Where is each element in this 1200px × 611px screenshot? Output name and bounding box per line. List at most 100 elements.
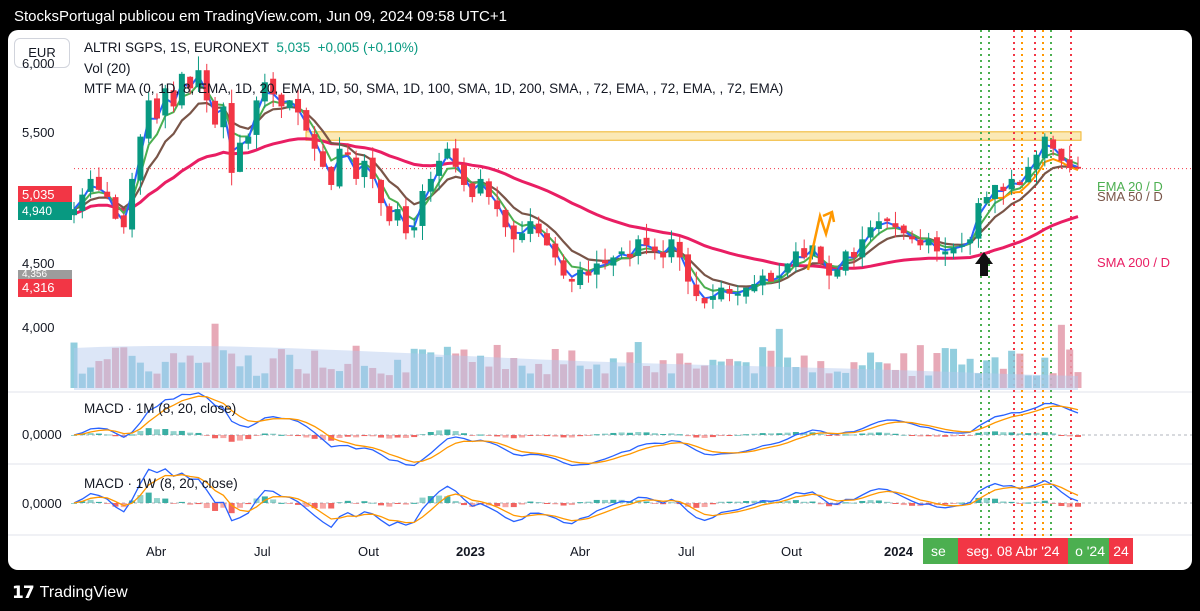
macd2-histogram-bar — [718, 501, 725, 503]
macd1-histogram-bar — [469, 435, 476, 436]
macd1-histogram-bar — [494, 435, 501, 437]
symbol-legend[interactable]: ALTRI SGPS, 1S, EURONEXT 5,035 +0,005 (+… — [84, 40, 418, 55]
chart-svg[interactable] — [8, 30, 1192, 570]
x-tick-abr-22: Abr — [146, 544, 167, 559]
macd2-histogram-bar — [651, 503, 658, 504]
candle-body — [784, 263, 791, 273]
volume-bar — [435, 356, 443, 388]
macd-monthly-legend[interactable]: MACD · 1M (8, 20, close) — [84, 401, 237, 416]
macd1-histogram-bar — [718, 435, 725, 436]
candle-body — [709, 296, 716, 300]
macd1-histogram-bar — [651, 433, 658, 435]
macd2-histogram-bar — [145, 492, 152, 503]
macd2-histogram-bar — [336, 502, 343, 504]
candle-body — [344, 152, 351, 155]
macd1-histogram-bar — [386, 435, 393, 439]
macd2-histogram-bar — [709, 503, 716, 505]
macd1-histogram-bar — [303, 435, 310, 438]
macd2-histogram-bar — [311, 503, 318, 509]
volume-bar — [485, 366, 493, 388]
volume-bar — [460, 349, 468, 388]
volume-bar — [518, 365, 526, 388]
candle-body — [577, 269, 584, 286]
volume-bar — [659, 360, 667, 388]
candle-body — [328, 166, 335, 185]
macd1-histogram-bar — [286, 435, 293, 436]
candle-body — [386, 206, 393, 222]
macd2-histogram-bar — [344, 500, 351, 503]
macd2-histogram-bar — [87, 499, 94, 503]
candle-body — [1041, 136, 1048, 159]
y-tick-4500: 4,500 — [22, 256, 55, 271]
macd2-histogram-bar — [153, 498, 160, 503]
volume-bar — [253, 375, 261, 388]
publish-header: StocksPortugal publicou em TradingView.c… — [0, 0, 1200, 34]
volume-bar — [742, 362, 750, 388]
macd2-histogram-bar — [585, 501, 592, 503]
macd2-histogram-bar — [535, 502, 542, 504]
candle-body — [958, 245, 965, 247]
volume-bar — [775, 328, 783, 388]
macd2-histogram-bar — [212, 503, 219, 511]
x-tick-abr-23: Abr — [570, 544, 591, 559]
candle-body — [552, 243, 559, 258]
macd1-histogram-bar — [1008, 432, 1015, 435]
macd2-histogram-bar — [801, 501, 808, 503]
macd2-histogram-bar — [875, 500, 882, 503]
x-tick-out-22: Out — [358, 544, 379, 559]
volume-bar — [850, 362, 858, 388]
macd2-histogram-bar — [1066, 503, 1073, 508]
volume-bar — [394, 359, 402, 388]
macd1-histogram-bar — [643, 432, 650, 435]
candle-body — [145, 100, 152, 139]
macd1-histogram-bar — [743, 434, 750, 436]
candle-body — [1066, 159, 1073, 169]
macd-weekly-legend[interactable]: MACD · 1W (8, 20, close) — [84, 476, 238, 491]
macd1-histogram-bar — [419, 434, 426, 436]
macd1-histogram-bar — [676, 434, 683, 436]
macd1-histogram-bar — [909, 435, 916, 436]
candle-body — [850, 252, 857, 258]
macd1-histogram-bar — [95, 433, 102, 435]
volume-bar — [178, 362, 186, 388]
volume-bar — [941, 348, 949, 388]
macd2-histogram-bar — [1016, 503, 1023, 504]
candle-body — [212, 100, 219, 125]
last-price: 5,035 — [276, 40, 311, 55]
candle-body — [162, 88, 169, 116]
volume-bar — [410, 348, 418, 388]
candle-body — [892, 223, 899, 228]
volume-bar — [1041, 357, 1049, 388]
macd2-histogram-bar — [610, 499, 617, 503]
candle-body — [543, 233, 550, 246]
macd2-histogram-bar — [444, 496, 451, 503]
candle-body — [1075, 166, 1081, 169]
volume-bar — [418, 349, 426, 388]
volume-bar — [277, 349, 285, 388]
candle-body — [228, 103, 235, 173]
macd1-histogram-bar — [925, 435, 932, 437]
macd2-histogram-bar — [817, 503, 824, 505]
macd1-histogram-bar — [411, 435, 418, 438]
vol-legend[interactable]: Vol (20) — [84, 61, 131, 76]
macd1-histogram-bar — [992, 431, 999, 435]
mtf-ma-legend[interactable]: MTF MA (0, 1D, 8, EMA, 1D, 20, EMA, 1D, … — [84, 81, 784, 96]
candle-body — [792, 251, 799, 267]
volume-bar — [667, 373, 675, 388]
candle-body — [1058, 148, 1065, 161]
macd1-histogram-bar — [1066, 435, 1073, 437]
candle-body — [726, 289, 733, 294]
last-price-label: 5,035 — [18, 186, 72, 204]
volume-bar — [70, 342, 78, 388]
macd2-histogram-bar — [784, 500, 791, 503]
volume-bar — [1008, 350, 1016, 388]
macd1-histogram-bar — [295, 435, 302, 437]
currency-button[interactable]: EUR — [14, 38, 70, 68]
volume-bar — [593, 364, 601, 388]
candle-body — [485, 181, 492, 198]
macd1-histogram-bar — [693, 435, 700, 438]
candle-body — [776, 275, 783, 279]
macd2-histogram-bar — [1008, 501, 1015, 503]
candle-body — [394, 209, 401, 221]
macd1-histogram-bar — [585, 435, 592, 436]
